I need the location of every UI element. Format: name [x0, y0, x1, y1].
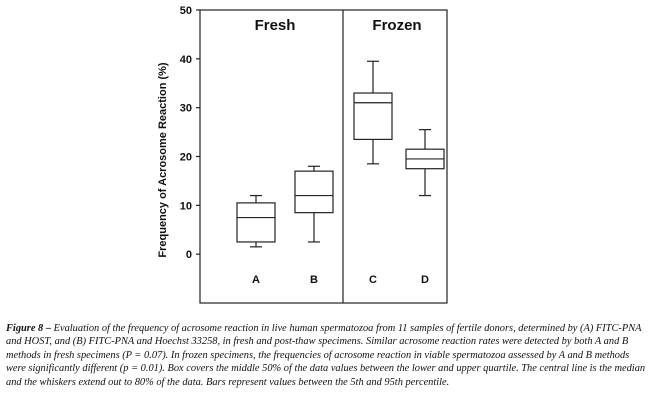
- y-tick-label-50: 50: [180, 5, 192, 17]
- y-tick-label-10: 10: [180, 200, 192, 212]
- box-body-C: [353, 92, 393, 141]
- box-body-A: [236, 202, 276, 243]
- box-body-B: [294, 170, 334, 214]
- category-label-D: D: [421, 274, 429, 286]
- y-tick-label-30: 30: [180, 103, 192, 115]
- panel-title-frozen: Frozen: [372, 17, 421, 34]
- caption-text: Evaluation of the frequency of acrosome …: [6, 323, 646, 388]
- box-D: D: [405, 129, 445, 286]
- box-A: A: [236, 194, 276, 286]
- category-label-B: B: [310, 274, 318, 286]
- category-label-A: A: [252, 274, 260, 286]
- y-tick-label-20: 20: [180, 152, 192, 164]
- panel-title-fresh: Fresh: [255, 17, 296, 34]
- y-tick-label-40: 40: [180, 54, 192, 66]
- y-tick-label-0: 0: [186, 249, 192, 261]
- box-plot-figure: Frequency of Acrosome Reaction (%) 0 10 20…: [157, 5, 448, 304]
- figure-caption: Figure 8 – Evaluation of the frequency o…: [6, 322, 646, 389]
- box-C: C: [353, 60, 393, 286]
- box-B: B: [294, 165, 334, 286]
- box-series: A B C D: [236, 60, 445, 286]
- category-label-C: C: [369, 274, 377, 286]
- y-axis: 0 10 20 30 40 50: [180, 5, 200, 261]
- caption-lead: Figure 8 –: [6, 323, 54, 334]
- plot-frame: [199, 9, 448, 304]
- y-axis-title: Frequency of Acrosome Reaction (%): [157, 62, 169, 258]
- y-axis-title-group: Frequency of Acrosome Reaction (%): [157, 62, 169, 258]
